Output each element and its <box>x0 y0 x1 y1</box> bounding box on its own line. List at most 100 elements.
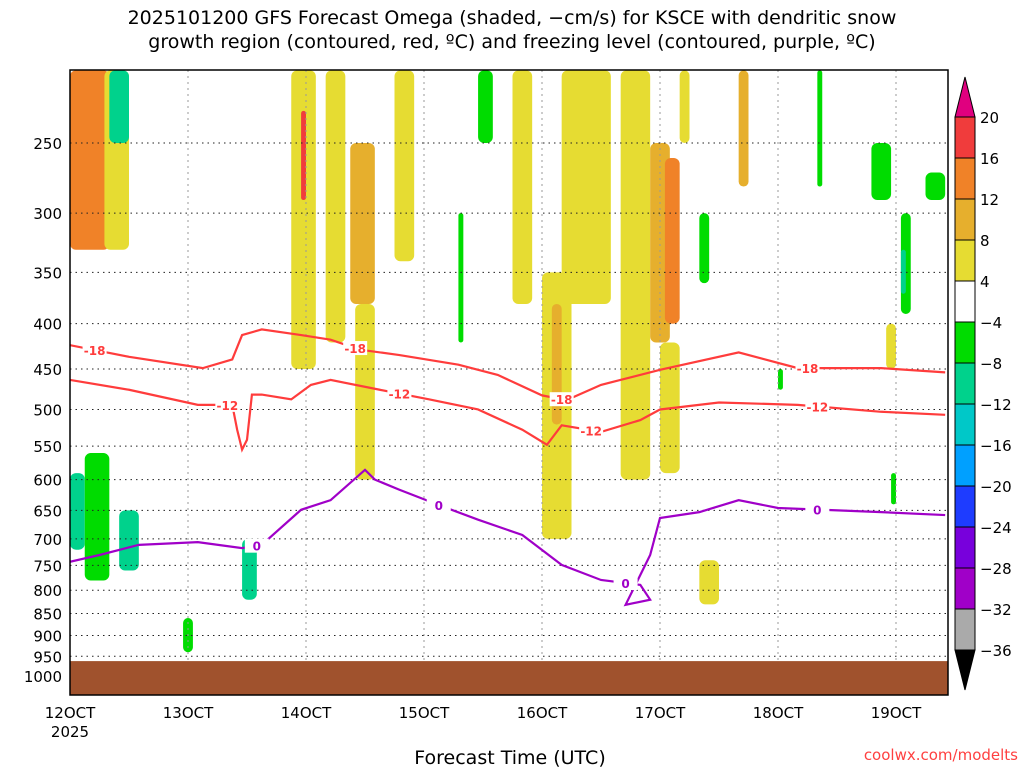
y-tick-label: 350 <box>33 264 62 282</box>
omega-cell <box>871 142 892 201</box>
chart-title-line-1: 2025101200 GFS Forecast Omega (shaded, −… <box>128 7 897 29</box>
contour-label: -18 <box>797 362 819 376</box>
omega-cell <box>325 70 346 343</box>
grid-lines <box>70 70 948 695</box>
contour-lines: -18 -18 -18 -18 -12 -12 -12 -12 0 0 0 0 <box>70 328 946 607</box>
contour-label-bg <box>343 341 368 356</box>
credit-link[interactable]: coolwx.com/modelts <box>864 746 1018 764</box>
y-tick-label: 750 <box>33 557 62 575</box>
omega-cell <box>925 172 946 201</box>
colorbar-label: 12 <box>980 191 999 209</box>
contour-line <box>70 468 946 607</box>
omega-cell <box>891 473 896 505</box>
omega-cell <box>900 249 906 294</box>
y-tick-label: 650 <box>33 502 62 520</box>
contour-label: 0 <box>435 499 443 513</box>
colorbar-swatch <box>954 526 976 569</box>
colorbar-label: −8 <box>980 355 1002 373</box>
colorbar-swatch <box>954 444 976 487</box>
colorbar-label: −12 <box>980 396 1012 414</box>
contour-label: 0 <box>621 577 629 591</box>
y-tick-label: 500 <box>33 401 62 419</box>
contour-label: -12 <box>806 400 828 414</box>
contour-label-bg <box>82 343 107 358</box>
contour-label: 0 <box>813 504 821 518</box>
y-tick-label: 550 <box>33 438 62 456</box>
colorbar-swatch <box>954 608 976 651</box>
x-tick-label: 18OCT <box>753 704 804 722</box>
colorbar-label: −20 <box>980 478 1012 496</box>
omega-cell <box>561 70 611 304</box>
colorbar-swatch <box>954 567 976 610</box>
x-tick-label: 13OCT <box>163 704 214 722</box>
omega-cell <box>699 560 719 605</box>
omega-cell <box>350 142 375 304</box>
omega-cell <box>355 303 375 480</box>
chart-title-line-2: growth region (contoured, red, ºC) and f… <box>148 31 875 53</box>
contour-label-bg <box>549 392 574 407</box>
contour-line <box>70 328 946 402</box>
contour-label: -12 <box>580 424 602 438</box>
omega-cell <box>512 70 533 304</box>
x-tick-label: 19OCT <box>871 704 922 722</box>
omega-cell <box>478 70 493 143</box>
y-tick-label: 250 <box>33 135 62 153</box>
contour-label-bg <box>613 576 638 591</box>
colorbar-over-triangle <box>954 76 976 118</box>
terrain-fill <box>70 661 948 695</box>
contour-label: -18 <box>344 342 366 356</box>
x-tick-label: 14OCT <box>281 704 332 722</box>
x-tick-label: 16OCT <box>517 704 568 722</box>
omega-cell <box>109 70 129 143</box>
colorbar-label: −24 <box>980 519 1012 537</box>
omega-cell <box>242 538 257 600</box>
y-axis-ticks: 250 300 350 400 450 500 550 600 650 700 750 800 850 9… <box>24 135 62 686</box>
contour-line <box>70 378 946 453</box>
colorbar-under-triangle <box>954 649 976 691</box>
y-tick-label: 850 <box>33 606 62 624</box>
y-tick-label: 450 <box>33 361 62 379</box>
x-tick-sublabel: 2025 <box>51 723 89 741</box>
colorbar-swatch <box>954 116 976 159</box>
y-tick-label: 1000 <box>24 668 62 686</box>
contour-label-bg <box>387 386 412 401</box>
x-axis-label: Forecast Time (UTC) <box>414 747 605 768</box>
colorbar-label: 16 <box>980 150 999 168</box>
omega-cell <box>119 510 139 571</box>
plot-frame <box>69 69 949 696</box>
contour-label-bg <box>795 361 820 376</box>
colorbar-label: 4 <box>980 273 990 291</box>
omega-cell <box>291 70 316 369</box>
omega-cell <box>778 368 783 390</box>
colorbar-swatch <box>954 403 976 446</box>
contour-label: -12 <box>216 399 238 413</box>
omega-cell <box>301 110 306 201</box>
omega-cell <box>458 213 464 343</box>
colorbar-swatch <box>954 239 976 282</box>
y-tick-label: 600 <box>33 472 62 490</box>
colorbar-swatch <box>954 362 976 405</box>
contour-label-bg <box>805 502 830 517</box>
x-tick-label: 15OCT <box>399 704 450 722</box>
colorbar-swatch <box>954 485 976 528</box>
x-tick-label: 12OCT <box>45 704 96 722</box>
colorbar-swatch <box>954 198 976 241</box>
y-tick-label: 900 <box>33 627 62 645</box>
y-tick-label: 400 <box>33 316 62 334</box>
omega-cell <box>70 473 85 550</box>
y-tick-label: 700 <box>33 531 62 549</box>
colorbar-label: 8 <box>980 232 990 250</box>
y-tick-label: 800 <box>33 582 62 600</box>
contour-label-bg <box>215 397 240 412</box>
contour-label-bg <box>426 498 451 513</box>
contour-label: -18 <box>551 393 573 407</box>
colorbar-label: −28 <box>980 560 1012 578</box>
y-tick-label: 300 <box>33 205 62 223</box>
contour-label: 0 <box>253 540 261 554</box>
contour-label-bg <box>805 399 830 414</box>
omega-cell <box>79 110 100 214</box>
omega-cell <box>679 70 690 143</box>
colorbar-swatch <box>954 321 976 364</box>
